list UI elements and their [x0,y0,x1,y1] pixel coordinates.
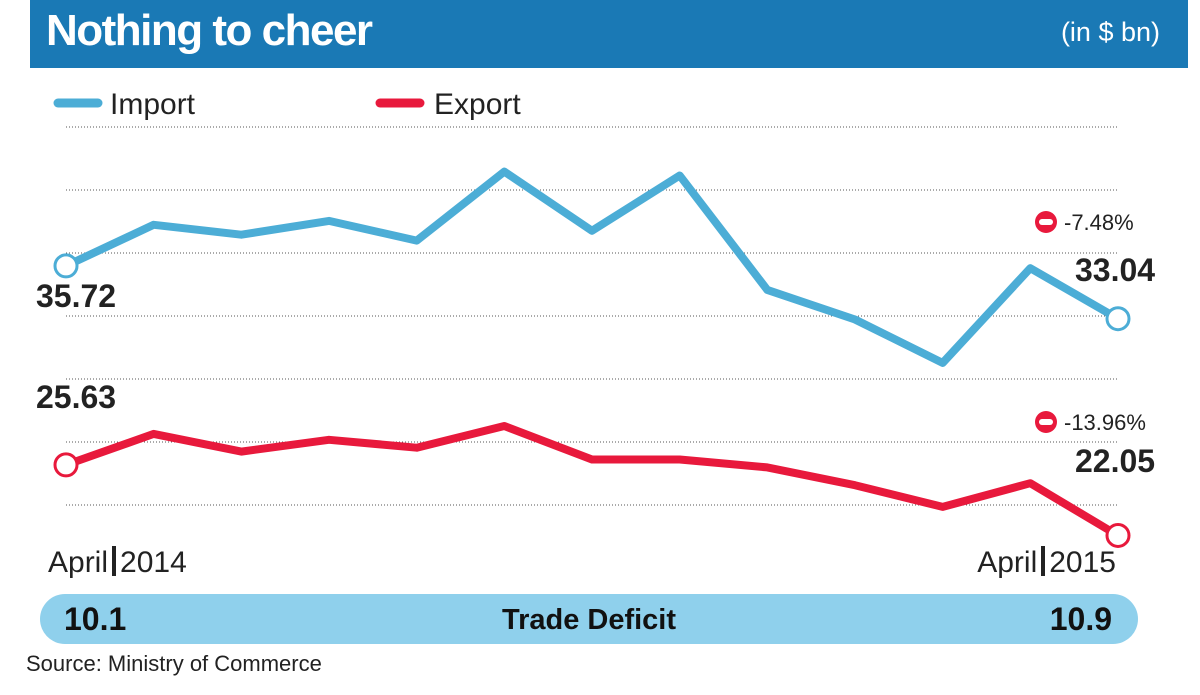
series-line-export [62,422,1122,540]
source-note: Source: Ministry of Commerce [26,651,322,676]
export-change-annotation: -13.96% [1035,410,1146,435]
chart-title: Nothing to cheer [46,6,373,55]
period-end: April 2015 [977,546,1116,579]
trade-deficit-end: 10.9 [1049,601,1112,637]
export-change-value: -13.96% [1064,410,1146,435]
legend-export-label: Export [434,88,521,121]
point-export-0 [53,452,79,478]
line-chart: Import Export 35.72 33.04 25.63 22.05 -7… [36,88,1155,548]
point-import-12 [1105,306,1131,332]
import-change-value: -7.48% [1064,210,1134,235]
trade-deficit-label: Trade Deficit [501,604,677,636]
trade-deficit-start: 10.1 [64,601,127,637]
legend-import-label: Import [110,88,196,121]
point-export-12 [1105,522,1131,548]
import-change-annotation: -7.48% [1035,210,1134,235]
header-banner: Nothing to cheer (in $ bn) [30,0,1188,68]
import-start-value: 35.72 [36,278,116,314]
export-start-value: 25.63 [36,379,116,415]
export-end-value: 22.05 [1075,443,1155,479]
unit-label: (in $ bn) [1060,17,1160,47]
period-start: April 2014 [48,546,187,579]
point-import-0 [53,253,79,279]
import-end-value: 33.04 [1075,252,1155,288]
series-line-import [62,167,1122,367]
trade-deficit-bar: 10.1 Trade Deficit 10.9 [40,594,1138,644]
legend: Import Export [53,88,521,121]
